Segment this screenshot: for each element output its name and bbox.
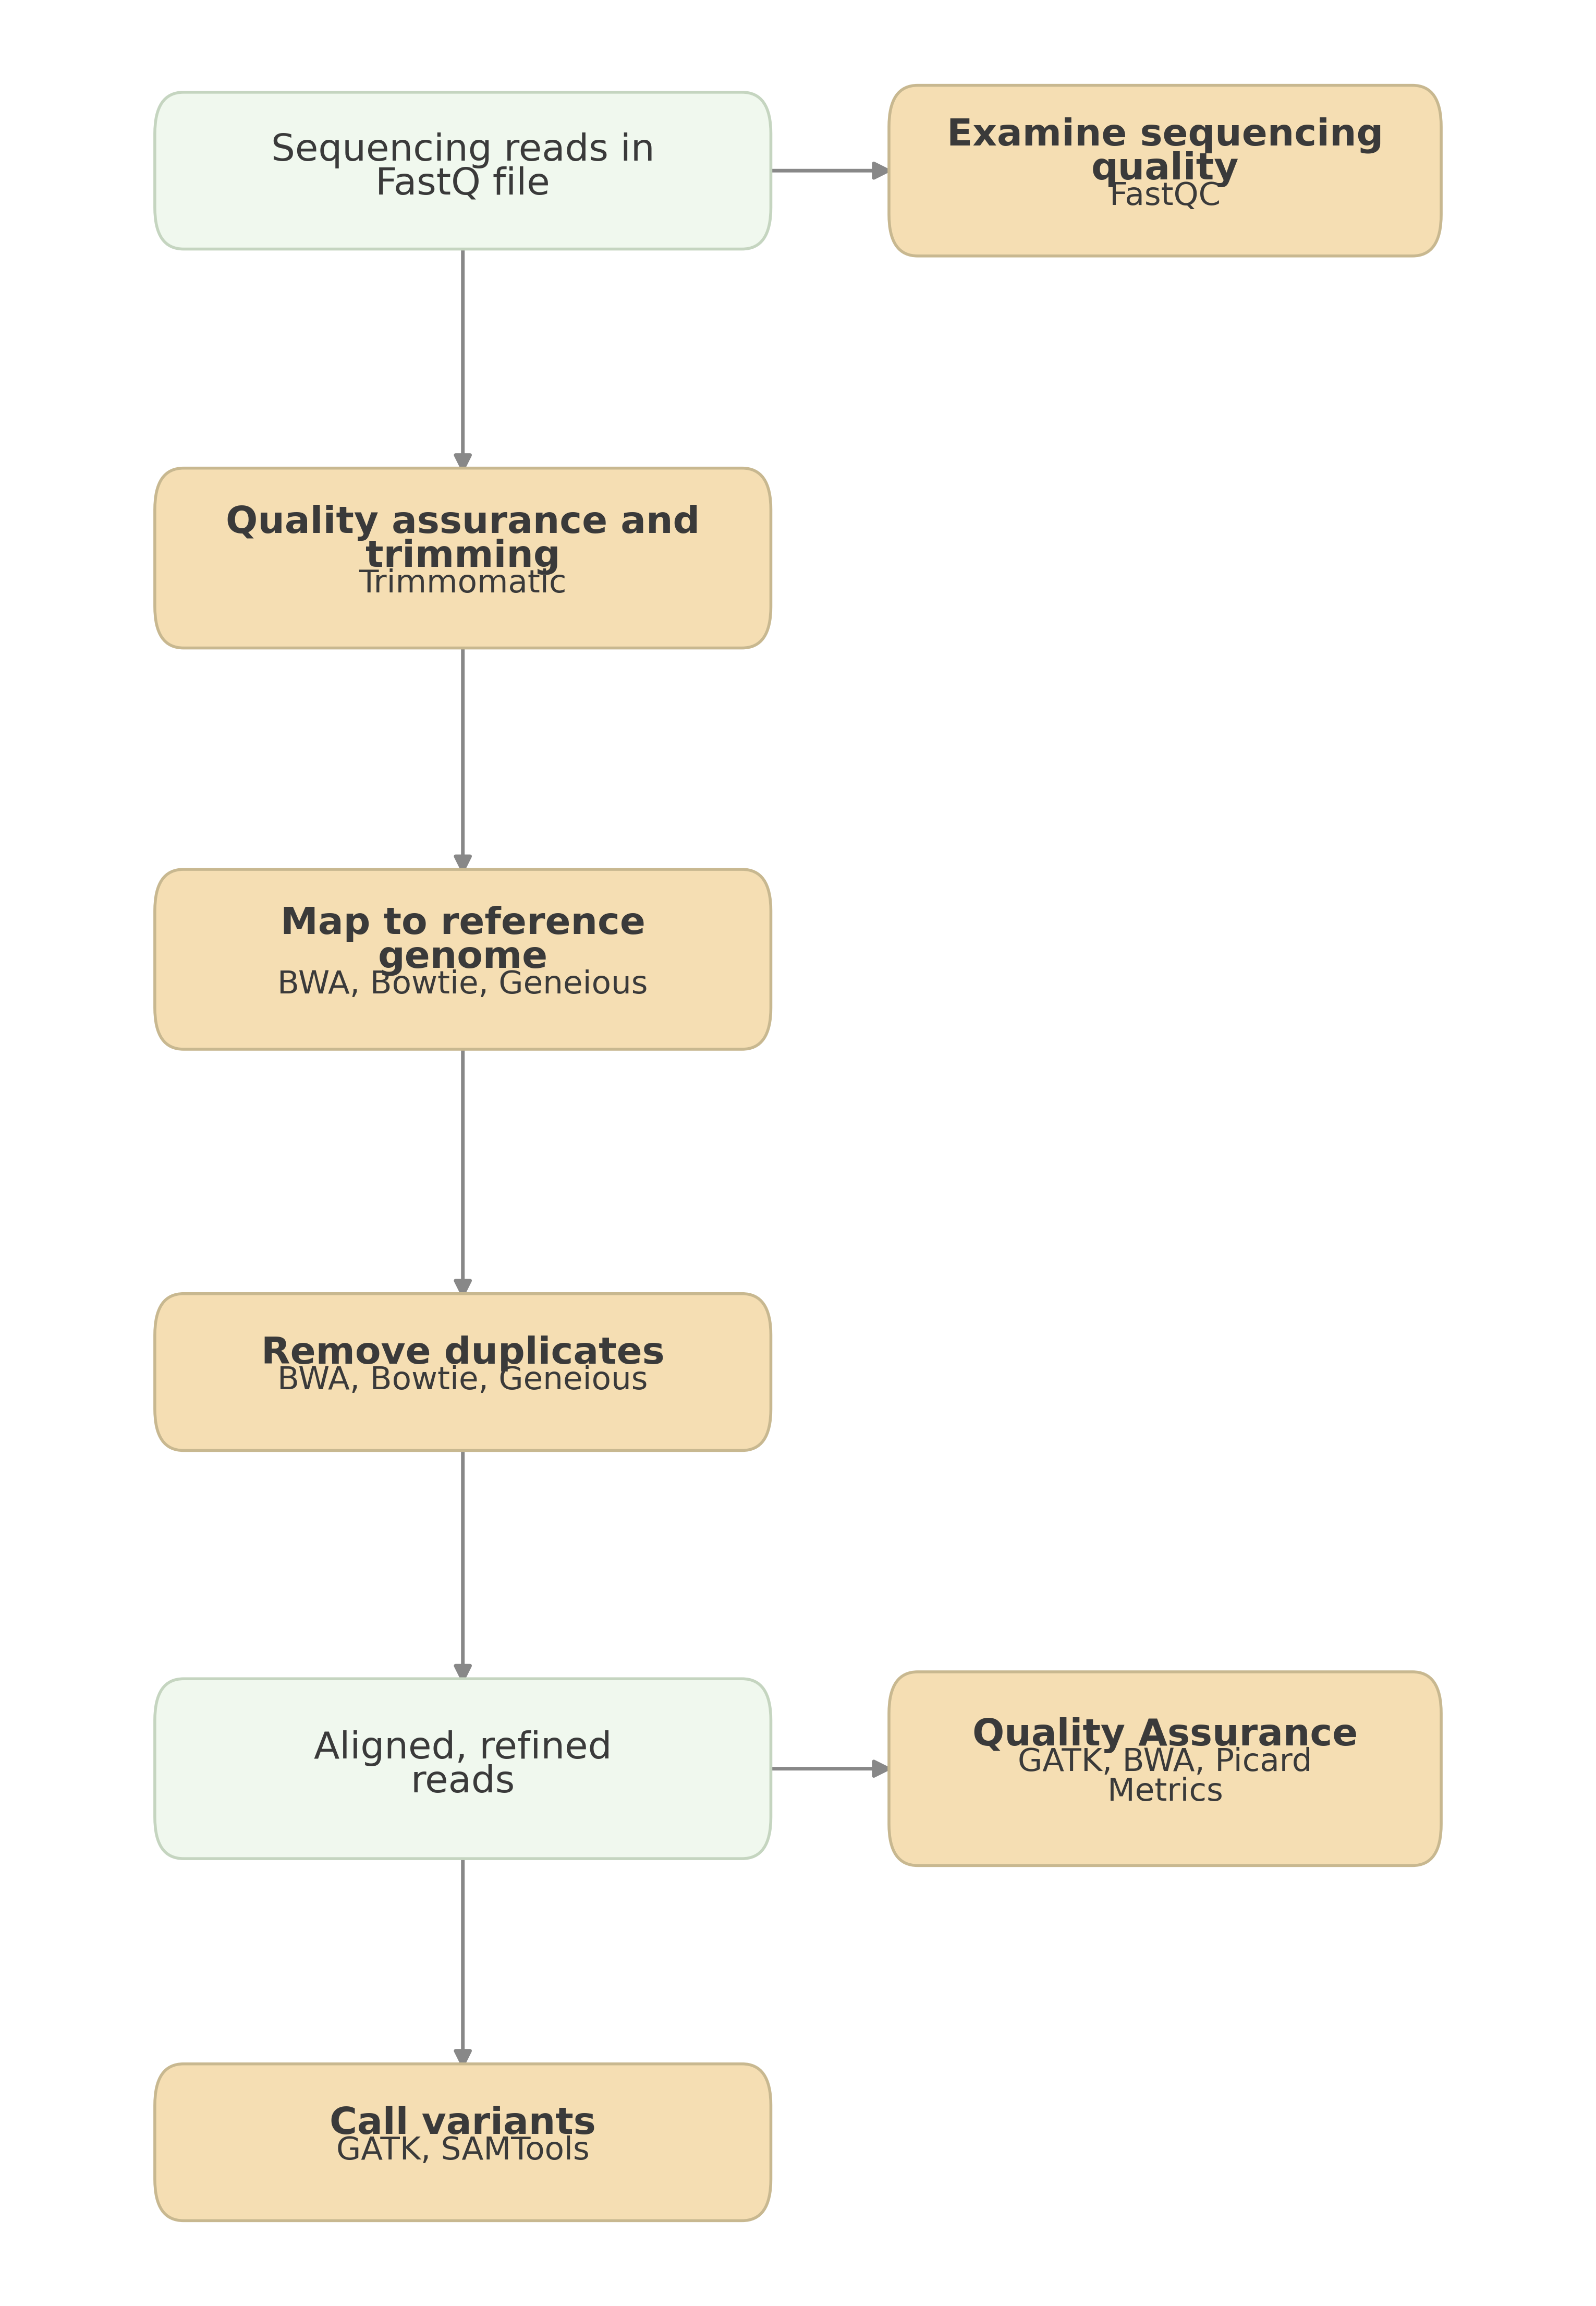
Text: BWA, Bowtie, Geneious: BWA, Bowtie, Geneious <box>278 969 648 1001</box>
Text: BWA, Bowtie, Geneious: BWA, Bowtie, Geneious <box>278 1365 648 1395</box>
Text: Aligned, refined: Aligned, refined <box>314 1729 611 1766</box>
FancyBboxPatch shape <box>155 869 771 1049</box>
Text: GATK, BWA, Picard: GATK, BWA, Picard <box>1018 1748 1312 1778</box>
FancyBboxPatch shape <box>889 85 1441 256</box>
Text: reads: reads <box>410 1764 516 1801</box>
Text: FastQC: FastQC <box>1109 180 1221 212</box>
FancyBboxPatch shape <box>155 2064 771 2221</box>
Text: trimming: trimming <box>365 540 560 574</box>
Text: FastQ file: FastQ file <box>375 166 551 203</box>
FancyBboxPatch shape <box>155 92 771 249</box>
Text: Map to reference: Map to reference <box>281 906 645 943</box>
Text: Quality assurance and: Quality assurance and <box>225 505 701 542</box>
Text: GATK, SAMTools: GATK, SAMTools <box>337 2135 589 2165</box>
FancyBboxPatch shape <box>889 1672 1441 1866</box>
Text: Metrics: Metrics <box>1108 1778 1223 1808</box>
Text: Quality Assurance: Quality Assurance <box>972 1718 1358 1753</box>
Text: Call variants: Call variants <box>330 2105 595 2142</box>
Text: Examine sequencing: Examine sequencing <box>946 118 1384 155</box>
Text: Trimmomatic: Trimmomatic <box>359 567 567 600</box>
FancyBboxPatch shape <box>155 1294 771 1450</box>
Text: Remove duplicates: Remove duplicates <box>262 1335 664 1372</box>
FancyBboxPatch shape <box>155 1679 771 1859</box>
FancyBboxPatch shape <box>155 468 771 648</box>
Text: genome: genome <box>378 941 547 975</box>
Text: quality: quality <box>1092 152 1238 187</box>
Text: Sequencing reads in: Sequencing reads in <box>271 131 654 168</box>
